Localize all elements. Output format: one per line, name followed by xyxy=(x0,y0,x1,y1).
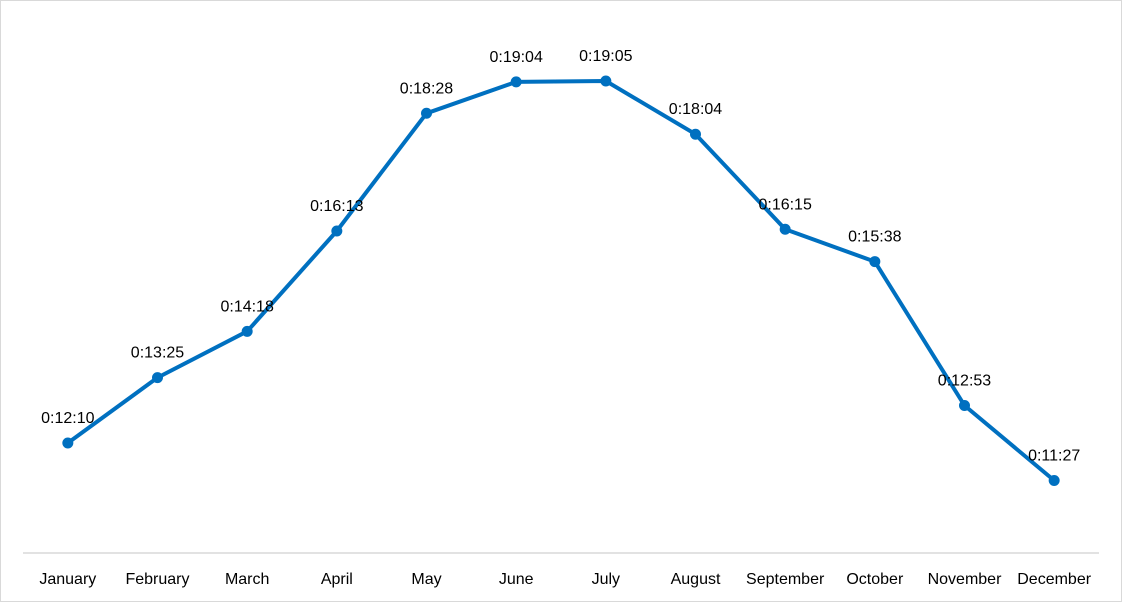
data-point xyxy=(152,372,163,384)
data-label: 0:19:05 xyxy=(579,48,632,65)
data-label: 0:18:28 xyxy=(400,80,453,97)
x-axis-tick-labels: January February March April May June July Augu… xyxy=(39,571,1091,588)
data-point xyxy=(1048,475,1060,487)
data-label: 0:11:27 xyxy=(1028,448,1080,465)
data-point xyxy=(331,225,343,237)
x-tick-label: November xyxy=(928,571,1002,588)
data-labels: 0:12:10 0:13:25 0:14:18 0:16:13 0:18:28 0:19:… xyxy=(41,48,1080,465)
data-label: 0:12:53 xyxy=(938,372,991,389)
x-tick-label: December xyxy=(1017,571,1091,588)
data-point xyxy=(869,256,881,268)
data-label: 0:18:04 xyxy=(669,101,722,118)
x-tick-label: August xyxy=(671,571,721,588)
data-point xyxy=(421,107,432,119)
data-point xyxy=(690,128,701,140)
series-line xyxy=(65,79,1057,483)
data-point xyxy=(62,437,74,449)
data-label: 0:15:38 xyxy=(848,229,901,246)
data-label: 0:13:25 xyxy=(131,345,184,362)
data-label: 0:19:04 xyxy=(489,49,542,66)
data-point xyxy=(510,76,522,88)
data-point xyxy=(779,223,791,235)
x-tick-label: May xyxy=(411,571,441,588)
data-points xyxy=(62,75,1060,487)
data-label: 0:16:13 xyxy=(310,198,363,215)
x-tick-label: January xyxy=(39,571,96,588)
data-label: 0:14:18 xyxy=(220,298,273,315)
x-tick-label: September xyxy=(746,571,825,588)
data-point xyxy=(600,75,612,87)
x-tick-label: October xyxy=(846,571,904,588)
x-tick-label: June xyxy=(499,571,534,588)
x-tick-label: February xyxy=(125,571,189,588)
data-label: 0:16:15 xyxy=(758,196,811,213)
data-point xyxy=(959,399,970,411)
x-tick-label: July xyxy=(592,571,620,588)
data-point xyxy=(241,325,253,337)
data-label: 0:12:10 xyxy=(41,410,94,427)
x-tick-label: April xyxy=(321,571,353,588)
x-tick-label: March xyxy=(225,571,269,588)
